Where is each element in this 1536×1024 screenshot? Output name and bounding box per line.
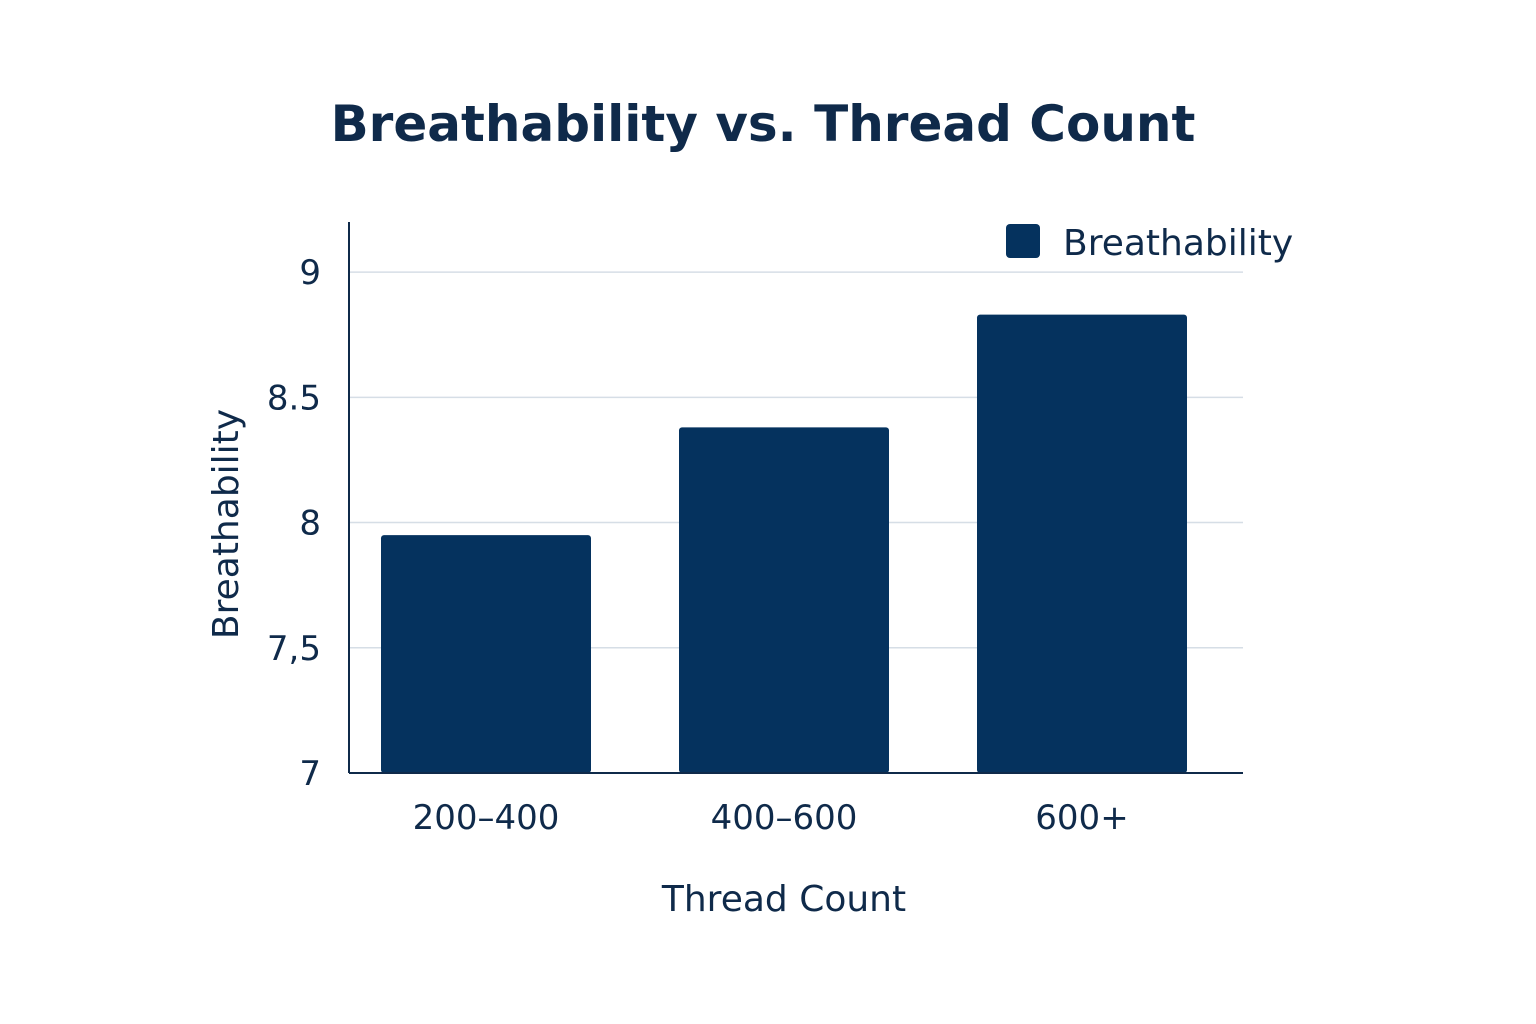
y-axis-title: Breathability xyxy=(206,409,247,639)
y-tick-label: 9 xyxy=(299,253,321,293)
x-axis-title: Thread Count xyxy=(661,879,906,920)
chart-title: Breathability vs. Thread Count xyxy=(331,95,1196,153)
legend: Breathability xyxy=(1006,223,1293,264)
y-tick-label: 7 xyxy=(299,754,321,794)
x-tick-labels: 200–400 400–600 600+ xyxy=(413,798,1129,838)
bar-1 xyxy=(381,535,591,773)
y-tick-labels: 7 7,5 8 8.5 9 xyxy=(267,253,321,794)
y-tick-label: 7,5 xyxy=(267,629,321,669)
legend-swatch xyxy=(1006,224,1040,258)
bar-3 xyxy=(977,314,1187,773)
bar-2 xyxy=(679,427,889,773)
y-tick-label: 8 xyxy=(299,504,321,544)
y-tick-label: 8.5 xyxy=(267,378,321,418)
x-tick-label: 200–400 xyxy=(413,798,560,838)
x-tick-label: 400–600 xyxy=(711,798,858,838)
legend-label: Breathability xyxy=(1063,223,1293,264)
x-tick-label: 600+ xyxy=(1035,798,1128,838)
bars xyxy=(381,314,1187,773)
